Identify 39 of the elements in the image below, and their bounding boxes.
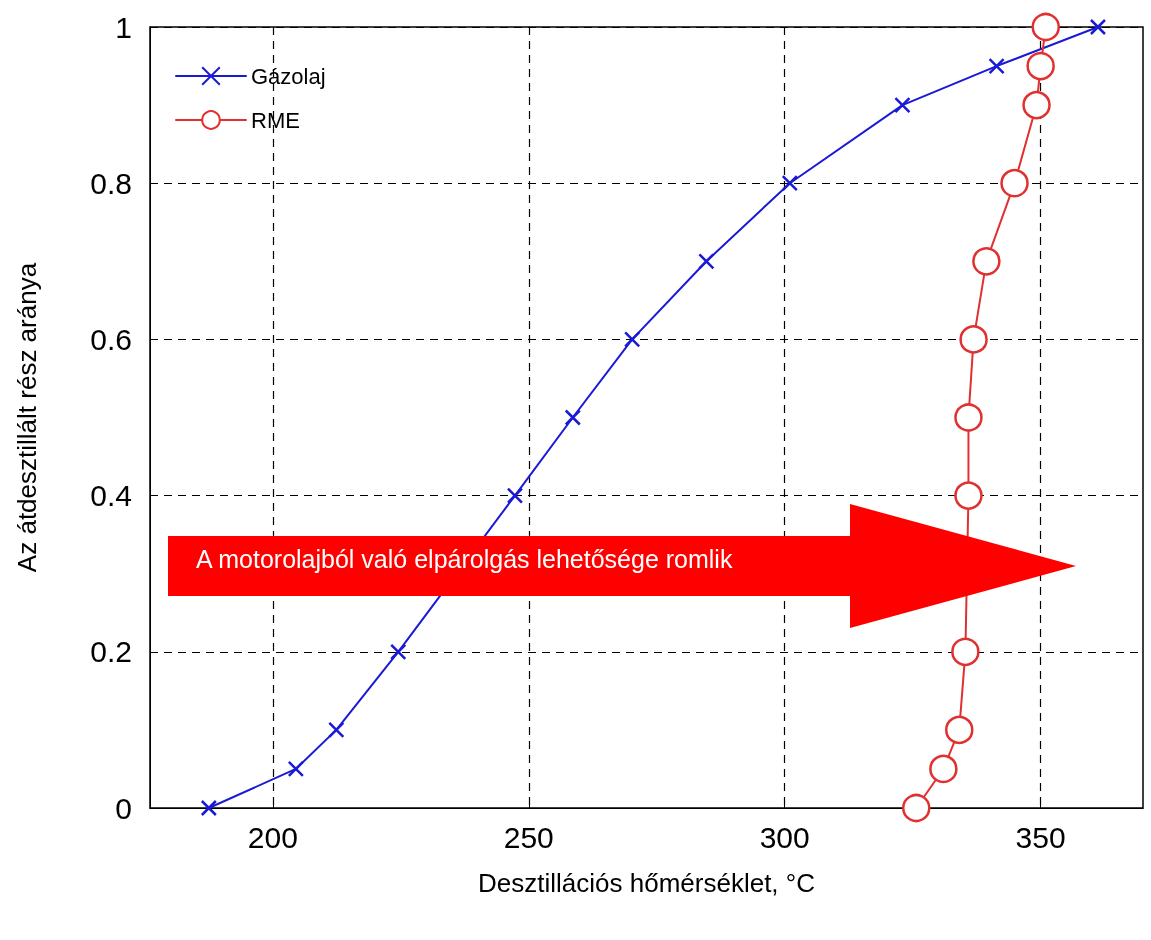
point <box>902 793 931 823</box>
x-tick-label: 350 <box>1015 820 1066 854</box>
point <box>972 247 1001 276</box>
point <box>564 409 582 426</box>
point <box>1089 18 1107 36</box>
annotation: A motorolajból való elpárolgás lehetősége romlik <box>196 545 733 574</box>
point <box>781 174 799 192</box>
point <box>200 799 218 817</box>
x-tick-label: 250 <box>503 820 554 854</box>
y-tick-label: 0.4 <box>90 479 132 513</box>
point <box>506 487 524 504</box>
x-tick-label: 300 <box>759 820 810 854</box>
point <box>954 481 983 510</box>
y-axis-title: Az átdesztillált rész aránya <box>12 262 42 573</box>
point <box>1000 168 1029 198</box>
point <box>390 643 407 661</box>
point <box>945 715 974 745</box>
point <box>929 754 958 784</box>
point <box>698 253 715 270</box>
y-tick-label: 0.6 <box>90 322 132 356</box>
point <box>623 331 641 348</box>
x-axis-title: Desztillációs hőmérséklet, °C <box>478 868 815 898</box>
point <box>894 96 911 114</box>
point <box>959 325 988 354</box>
point <box>988 57 1005 75</box>
point <box>954 403 983 432</box>
legend-label: Gázolaj <box>251 63 326 89</box>
point <box>1026 51 1055 81</box>
point <box>328 721 345 739</box>
y-tick-label: 0.8 <box>90 166 132 200</box>
y-tick-label: 0.2 <box>90 635 132 669</box>
legend-label: RME <box>251 107 300 133</box>
y-tick-label: 1 <box>115 10 132 44</box>
point <box>1031 12 1060 42</box>
point <box>1022 90 1051 120</box>
point <box>951 637 980 667</box>
point <box>287 760 305 778</box>
x-tick-label: 200 <box>247 820 298 854</box>
y-tick-label: 0 <box>115 791 132 825</box>
